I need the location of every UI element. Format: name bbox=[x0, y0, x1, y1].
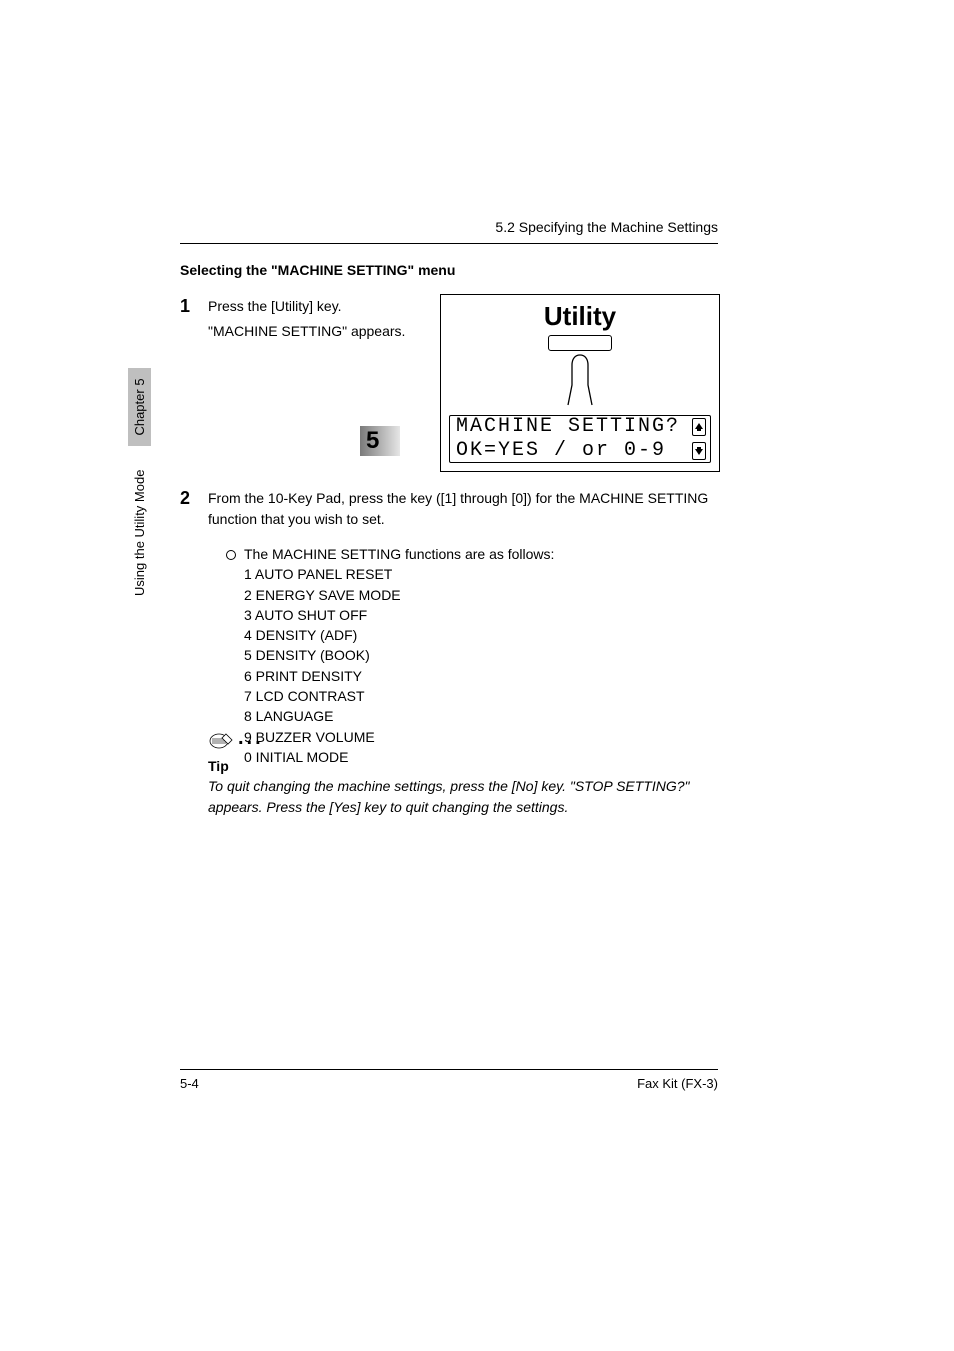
tip-text: To quit changing the machine settings, p… bbox=[208, 776, 718, 818]
page-footer: 5-4 Fax Kit (FX-3) bbox=[180, 1069, 718, 1091]
utility-label: Utility bbox=[544, 301, 616, 332]
hand-press-icon bbox=[560, 353, 600, 408]
step-1-number: 1 bbox=[180, 296, 190, 317]
side-chapter-label: Chapter 5 bbox=[128, 368, 151, 445]
footer-page-number: 5-4 bbox=[180, 1076, 199, 1091]
lcd-line-2: OK=YES / or 0-9 bbox=[456, 439, 666, 463]
page-header: 5 5.2 Specifying the Machine Settings bbox=[180, 216, 718, 244]
side-breadcrumb: Using the Utility Mode bbox=[132, 470, 147, 596]
func-item-8: 8 LANGUAGE bbox=[244, 706, 718, 726]
step-2-number: 2 bbox=[180, 488, 190, 509]
lcd-line-1: MACHINE SETTING? bbox=[456, 415, 680, 439]
tip-label: Tip bbox=[208, 758, 718, 774]
utility-key-icon bbox=[548, 335, 612, 351]
step-1-line-1: Press the [Utility] key. bbox=[208, 296, 428, 317]
utility-illustration: Utility MACHINE SETTING? OK=YES / or 0-9 bbox=[440, 294, 720, 472]
tip-ellipsis-icon: ... bbox=[238, 727, 264, 750]
up-arrow-icon bbox=[692, 418, 706, 436]
step-1-line-2: "MACHINE SETTING" appears. bbox=[208, 321, 428, 342]
func-item-2: 2 ENERGY SAVE MODE bbox=[244, 585, 718, 605]
down-arrow-icon bbox=[692, 442, 706, 460]
section-reference: 5.2 Specifying the Machine Settings bbox=[495, 219, 718, 235]
func-item-5: 5 DENSITY (BOOK) bbox=[244, 645, 718, 665]
step-2-sub-intro: The MACHINE SETTING functions are as fol… bbox=[244, 544, 718, 564]
side-tab: Using the Utility Mode Chapter 5 bbox=[128, 368, 151, 596]
chapter-number: 5 bbox=[366, 427, 379, 455]
step-2: 2 From the 10-Key Pad, press the key ([1… bbox=[180, 488, 718, 767]
tip-block: ... Tip To quit changing the machine set… bbox=[208, 730, 718, 818]
footer-doc-title: Fax Kit (FX-3) bbox=[637, 1076, 718, 1091]
func-item-3: 3 AUTO SHUT OFF bbox=[244, 605, 718, 625]
section-title: Selecting the "MACHINE SETTING" menu bbox=[180, 262, 455, 278]
func-item-1: 1 AUTO PANEL RESET bbox=[244, 564, 718, 584]
func-item-4: 4 DENSITY (ADF) bbox=[244, 625, 718, 645]
func-item-6: 6 PRINT DENSITY bbox=[244, 666, 718, 686]
chapter-badge: 5 bbox=[360, 426, 400, 456]
lcd-display: MACHINE SETTING? OK=YES / or 0-9 bbox=[449, 415, 711, 463]
func-item-7: 7 LCD CONTRAST bbox=[244, 686, 718, 706]
pencil-note-icon bbox=[208, 730, 234, 754]
step-2-lead: From the 10-Key Pad, press the key ([1] … bbox=[208, 488, 718, 530]
